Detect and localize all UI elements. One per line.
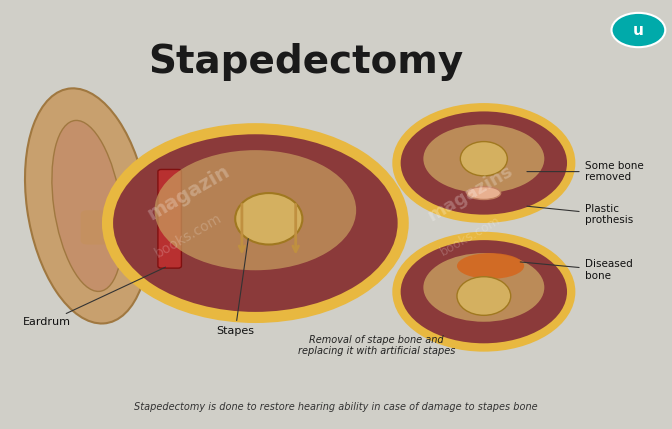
- Ellipse shape: [235, 193, 302, 245]
- Ellipse shape: [457, 253, 524, 279]
- Ellipse shape: [52, 121, 123, 291]
- Text: Some bone
removed: Some bone removed: [527, 161, 643, 182]
- Ellipse shape: [460, 142, 507, 176]
- Text: Removal of stape bone and
replacing it with artificial stapes: Removal of stape bone and replacing it w…: [298, 335, 455, 356]
- Ellipse shape: [25, 88, 150, 323]
- Text: Stapedectomy is done to restore hearing ability in case of damage to stapes bone: Stapedectomy is done to restore hearing …: [134, 402, 538, 412]
- Text: magazins: magazins: [425, 161, 516, 225]
- Text: Eardrum: Eardrum: [23, 267, 165, 327]
- FancyBboxPatch shape: [81, 210, 175, 245]
- Ellipse shape: [457, 277, 511, 315]
- Text: Stapedectomy: Stapedectomy: [148, 43, 463, 81]
- Text: Stapes: Stapes: [216, 239, 254, 336]
- Text: magazin: magazin: [144, 162, 233, 224]
- Circle shape: [108, 129, 403, 317]
- Text: books.com: books.com: [438, 213, 503, 259]
- Ellipse shape: [423, 124, 544, 193]
- Text: books.com: books.com: [152, 211, 224, 261]
- Circle shape: [612, 13, 665, 47]
- Ellipse shape: [155, 150, 356, 270]
- Circle shape: [396, 236, 571, 347]
- Ellipse shape: [467, 187, 501, 199]
- Circle shape: [396, 107, 571, 219]
- Text: Diseased
bone: Diseased bone: [520, 260, 632, 281]
- Text: Plastic
prothesis: Plastic prothesis: [527, 204, 633, 225]
- FancyBboxPatch shape: [158, 169, 181, 268]
- Ellipse shape: [423, 253, 544, 322]
- Text: u: u: [633, 23, 644, 37]
